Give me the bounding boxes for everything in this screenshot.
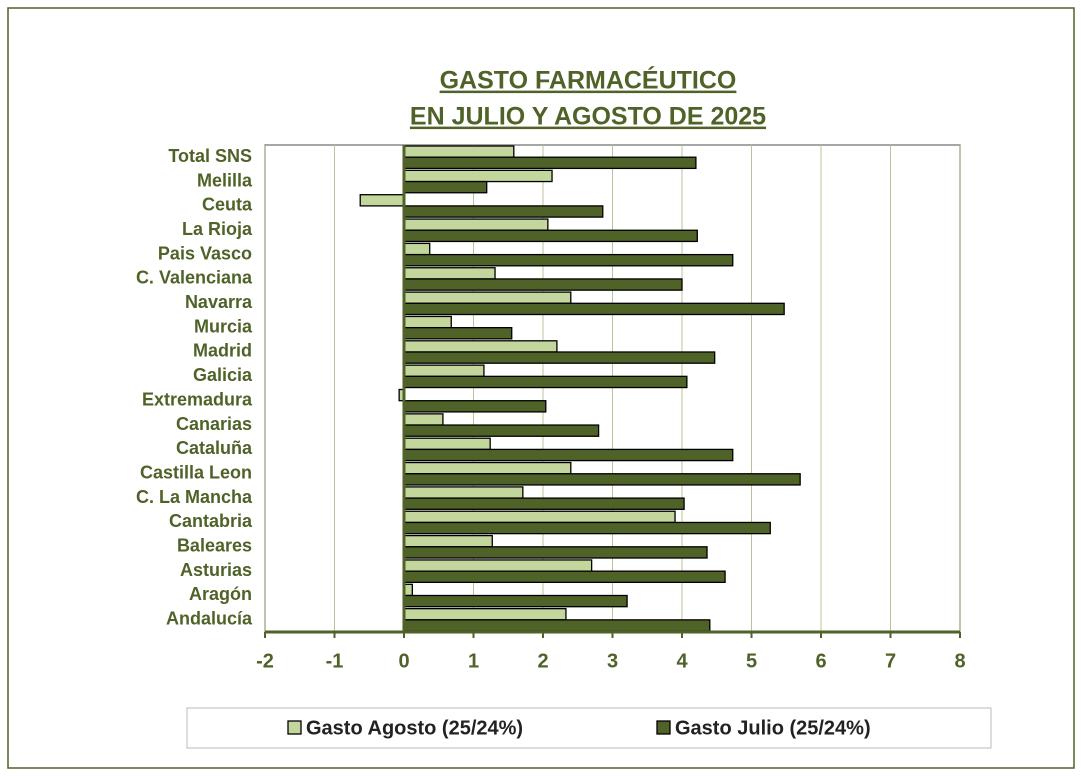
legend-label: Gasto Julio (25/24%) xyxy=(675,717,871,739)
bar xyxy=(403,242,431,256)
y-tick-label: Baleares xyxy=(177,536,252,556)
bar xyxy=(403,267,496,280)
y-tick-label: Aragón xyxy=(189,584,252,604)
x-tick-label: 6 xyxy=(815,650,826,672)
x-tick-label: 7 xyxy=(885,650,896,672)
bar xyxy=(359,194,405,207)
bar xyxy=(403,340,558,353)
y-tick-label: Total SNS xyxy=(168,146,252,166)
bar xyxy=(403,534,493,548)
y-tick-label: Cantabria xyxy=(169,511,253,531)
y-tick-label: Madrid xyxy=(193,341,252,361)
bar xyxy=(403,302,785,316)
bar xyxy=(403,205,604,218)
y-tick-label: Extremadura xyxy=(142,389,253,409)
bar xyxy=(403,473,801,486)
y-tick-label: Castilla Leon xyxy=(140,462,252,482)
bar xyxy=(403,156,697,170)
y-tick-label: C. Valenciana xyxy=(136,268,253,288)
bar xyxy=(403,364,485,378)
bar xyxy=(403,229,698,243)
bar xyxy=(403,437,491,451)
y-tick-label: Melilla xyxy=(197,170,253,190)
bar xyxy=(403,461,572,475)
legend-box xyxy=(186,707,992,749)
bar xyxy=(403,400,547,413)
legend-swatch xyxy=(287,720,302,735)
bar xyxy=(403,521,771,535)
y-tick-label: Pais Vasco xyxy=(158,243,252,263)
y-tick-label: Andalucía xyxy=(166,609,253,629)
bar xyxy=(403,510,676,524)
y-tick-label: La Rioja xyxy=(182,219,253,239)
bar xyxy=(403,351,716,364)
bar xyxy=(403,448,734,462)
bar xyxy=(403,608,567,621)
y-tick-label: Asturias xyxy=(180,560,252,580)
bar xyxy=(403,424,600,437)
bar xyxy=(403,497,685,510)
x-tick-label: 2 xyxy=(537,650,548,672)
x-tick-label: -1 xyxy=(326,650,344,672)
x-tick-label: 8 xyxy=(954,650,965,672)
bar xyxy=(403,145,515,158)
bar xyxy=(403,546,708,559)
bar xyxy=(403,315,452,329)
bar xyxy=(403,327,513,340)
x-tick-label: -2 xyxy=(256,650,274,672)
y-tick-label: Murcia xyxy=(194,316,253,336)
x-tick-label: 4 xyxy=(676,650,688,672)
bar xyxy=(403,413,444,426)
y-tick-label: Navarra xyxy=(185,292,253,312)
chart-title: EN JULIO Y AGOSTO DE 2025 xyxy=(410,103,766,131)
legend-swatch xyxy=(656,720,671,735)
chart-title: GASTO FARMACÉUTICO xyxy=(440,66,737,95)
bar xyxy=(403,559,593,572)
bar xyxy=(403,486,524,499)
legend-label: Gasto Agosto (25/24%) xyxy=(306,717,523,739)
x-tick-label: 0 xyxy=(398,650,409,672)
bar xyxy=(403,278,683,291)
bar xyxy=(403,594,628,608)
x-tick-label: 5 xyxy=(746,650,757,672)
bar xyxy=(403,619,711,632)
x-tick-label: 1 xyxy=(468,650,479,672)
bar xyxy=(403,180,488,194)
y-tick-label: Galicia xyxy=(193,365,253,385)
bar xyxy=(403,570,726,584)
bar xyxy=(403,291,572,304)
y-tick-label: Cataluña xyxy=(176,438,253,458)
bar xyxy=(403,375,688,389)
y-tick-label: Canarias xyxy=(176,414,252,434)
y-tick-label: C. La Mancha xyxy=(136,487,253,507)
bar xyxy=(403,169,553,183)
bar xyxy=(403,218,549,231)
y-tick-label: Ceuta xyxy=(202,195,253,215)
x-tick-label: 3 xyxy=(607,650,618,672)
bar xyxy=(403,253,734,267)
